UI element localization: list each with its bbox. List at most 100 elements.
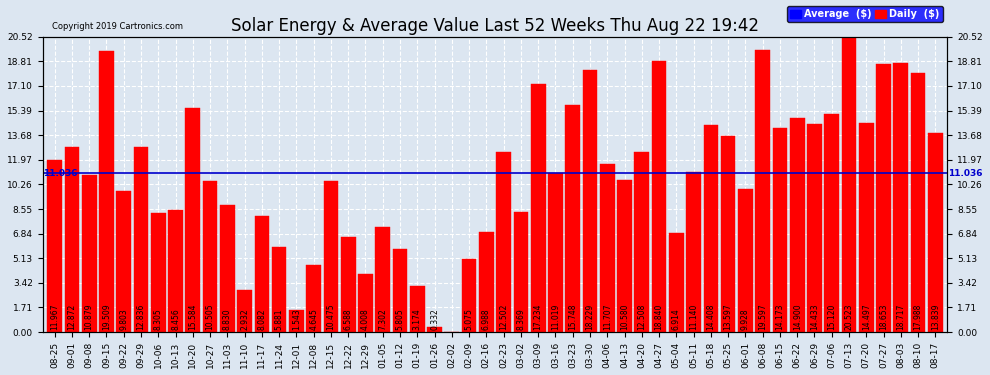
Text: 11.036: 11.036 — [43, 169, 77, 178]
Bar — [651, 61, 666, 332]
Text: 14.900: 14.900 — [793, 303, 802, 330]
Text: 18.840: 18.840 — [654, 303, 663, 330]
Text: 19.597: 19.597 — [758, 303, 767, 330]
Text: 10.580: 10.580 — [620, 303, 629, 330]
Bar — [825, 114, 840, 332]
Text: 6.988: 6.988 — [482, 308, 491, 330]
Text: 14.408: 14.408 — [707, 303, 716, 330]
Text: 4.008: 4.008 — [361, 308, 370, 330]
Text: 8.082: 8.082 — [257, 308, 266, 330]
Text: 4.645: 4.645 — [309, 308, 318, 330]
Bar — [64, 147, 79, 332]
Bar — [168, 210, 183, 332]
Text: 18.229: 18.229 — [585, 304, 594, 330]
Text: 9.928: 9.928 — [741, 308, 749, 330]
Bar — [617, 180, 632, 332]
Text: 6.588: 6.588 — [344, 308, 352, 330]
Bar — [807, 124, 822, 332]
Text: 11.140: 11.140 — [689, 303, 698, 330]
Bar — [375, 227, 390, 332]
Bar — [289, 310, 304, 332]
Title: Solar Energy & Average Value Last 52 Weeks Thu Aug 22 19:42: Solar Energy & Average Value Last 52 Wee… — [231, 17, 759, 35]
Text: 2.932: 2.932 — [241, 308, 249, 330]
Text: 9.803: 9.803 — [119, 308, 129, 330]
Bar — [479, 231, 494, 332]
Bar — [410, 286, 425, 332]
Bar — [876, 64, 891, 332]
Bar — [635, 152, 649, 332]
Text: 13.597: 13.597 — [724, 303, 733, 330]
Bar — [428, 327, 442, 332]
Text: 7.302: 7.302 — [378, 308, 387, 330]
Bar — [514, 211, 529, 332]
Bar — [548, 174, 562, 332]
Bar — [739, 189, 752, 332]
Bar — [531, 84, 545, 332]
Text: 17.234: 17.234 — [534, 303, 543, 330]
Bar — [358, 274, 373, 332]
Text: 10.505: 10.505 — [206, 303, 215, 330]
Text: Copyright 2019 Cartronics.com: Copyright 2019 Cartronics.com — [51, 22, 182, 31]
Bar — [755, 50, 770, 332]
Text: 20.523: 20.523 — [844, 303, 853, 330]
Bar — [704, 125, 718, 332]
Bar — [203, 181, 218, 332]
Bar — [583, 70, 597, 332]
Bar — [185, 108, 200, 332]
Bar — [150, 213, 165, 332]
Text: 11.967: 11.967 — [50, 303, 59, 330]
Legend: Average  ($), Daily  ($): Average ($), Daily ($) — [787, 6, 942, 22]
Text: 15.584: 15.584 — [188, 303, 197, 330]
Bar — [928, 133, 942, 332]
Bar — [48, 160, 62, 332]
Text: 18.717: 18.717 — [896, 303, 905, 330]
Bar — [82, 176, 96, 332]
Text: 14.173: 14.173 — [775, 303, 784, 330]
Bar — [842, 37, 856, 332]
Bar — [254, 216, 269, 332]
Bar — [772, 128, 787, 332]
Text: 8.305: 8.305 — [153, 308, 162, 330]
Text: 11.036: 11.036 — [947, 169, 982, 178]
Text: 12.836: 12.836 — [137, 303, 146, 330]
Text: 13.839: 13.839 — [931, 303, 940, 330]
Text: 5.075: 5.075 — [464, 308, 473, 330]
Text: 17.988: 17.988 — [914, 303, 923, 330]
Bar — [272, 248, 286, 332]
Text: 8.369: 8.369 — [517, 308, 526, 330]
Text: 12.872: 12.872 — [67, 304, 76, 330]
Bar — [324, 182, 339, 332]
Bar — [496, 152, 511, 332]
Bar — [393, 249, 407, 332]
Text: 11.019: 11.019 — [551, 303, 560, 330]
Bar — [306, 265, 321, 332]
Text: 8.830: 8.830 — [223, 308, 232, 330]
Text: 11.707: 11.707 — [603, 303, 612, 330]
Bar — [600, 164, 615, 332]
Bar — [911, 73, 926, 332]
Text: 10.879: 10.879 — [85, 303, 94, 330]
Bar — [99, 51, 114, 332]
Bar — [461, 259, 476, 332]
Text: 8.456: 8.456 — [171, 308, 180, 330]
Bar — [117, 191, 131, 332]
Bar — [894, 63, 908, 332]
Text: 15.120: 15.120 — [828, 303, 837, 330]
Bar — [790, 118, 805, 332]
Text: 18.653: 18.653 — [879, 303, 888, 330]
Text: 19.509: 19.509 — [102, 303, 111, 330]
Text: 12.502: 12.502 — [499, 303, 508, 330]
Bar — [134, 147, 148, 332]
Bar — [859, 123, 873, 332]
Text: 5.805: 5.805 — [396, 308, 405, 330]
Text: 6.914: 6.914 — [672, 308, 681, 330]
Text: 10.475: 10.475 — [327, 303, 336, 330]
Bar — [721, 136, 736, 332]
Bar — [686, 172, 701, 332]
Text: 0.332: 0.332 — [430, 308, 439, 330]
Text: 5.881: 5.881 — [274, 308, 283, 330]
Text: 15.748: 15.748 — [568, 303, 577, 330]
Text: 14.433: 14.433 — [810, 303, 819, 330]
Bar — [341, 237, 355, 332]
Bar — [220, 205, 235, 332]
